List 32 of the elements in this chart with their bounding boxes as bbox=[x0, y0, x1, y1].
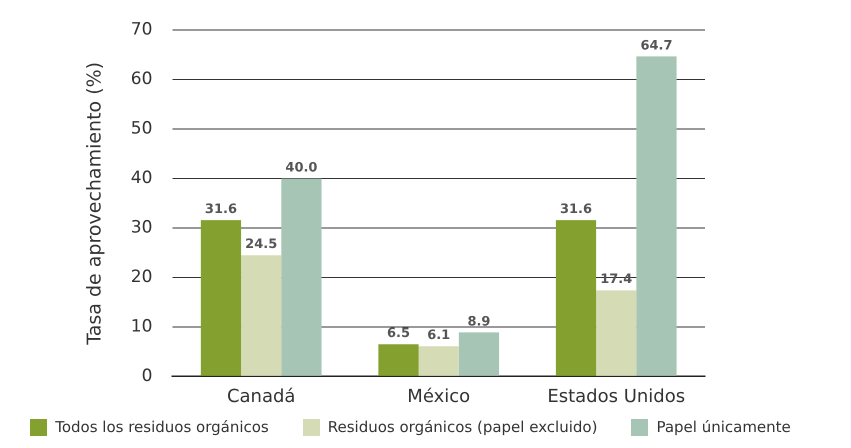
text: 6.5 bbox=[386, 326, 410, 342]
bar bbox=[418, 346, 459, 376]
legend-label: Residuos orgánicos (papel excluido) bbox=[328, 418, 598, 436]
y-tick-label: 50 bbox=[130, 118, 152, 139]
y-tick-label: 60 bbox=[130, 69, 152, 90]
y-axis-title: Tasa de aprovechamiento (%) bbox=[83, 62, 106, 346]
text: 8.9 bbox=[467, 314, 490, 330]
text: 24.5 bbox=[245, 237, 278, 252]
legend-label: Papel únicamente bbox=[656, 418, 791, 436]
y-tick-label: 10 bbox=[130, 316, 152, 336]
bar bbox=[458, 332, 500, 376]
y-tick-label: 40 bbox=[130, 168, 152, 188]
bar bbox=[556, 220, 596, 376]
x-tick-label: México bbox=[407, 386, 470, 407]
y-tick-label: 70 bbox=[130, 20, 152, 40]
text: 31.6 bbox=[560, 202, 592, 217]
y-tick-label: 0 bbox=[142, 366, 152, 386]
y-tick-label: 30 bbox=[130, 217, 152, 238]
text: 40.0 bbox=[285, 160, 318, 176]
text: 31.6 bbox=[204, 202, 237, 217]
bar bbox=[241, 255, 282, 376]
bar bbox=[200, 220, 242, 376]
x-tick-label: Estados Unidos bbox=[547, 386, 686, 407]
x-tick-label: Canadá bbox=[226, 386, 296, 407]
text: 6.1 bbox=[427, 328, 450, 344]
text: 64.7 bbox=[640, 38, 673, 54]
bar bbox=[636, 56, 677, 376]
bar bbox=[281, 178, 322, 376]
y-tick-label: 20 bbox=[130, 266, 152, 287]
legend-label: Todos los residuos orgánicos bbox=[55, 418, 269, 436]
bar bbox=[378, 344, 419, 376]
bar bbox=[596, 290, 636, 376]
